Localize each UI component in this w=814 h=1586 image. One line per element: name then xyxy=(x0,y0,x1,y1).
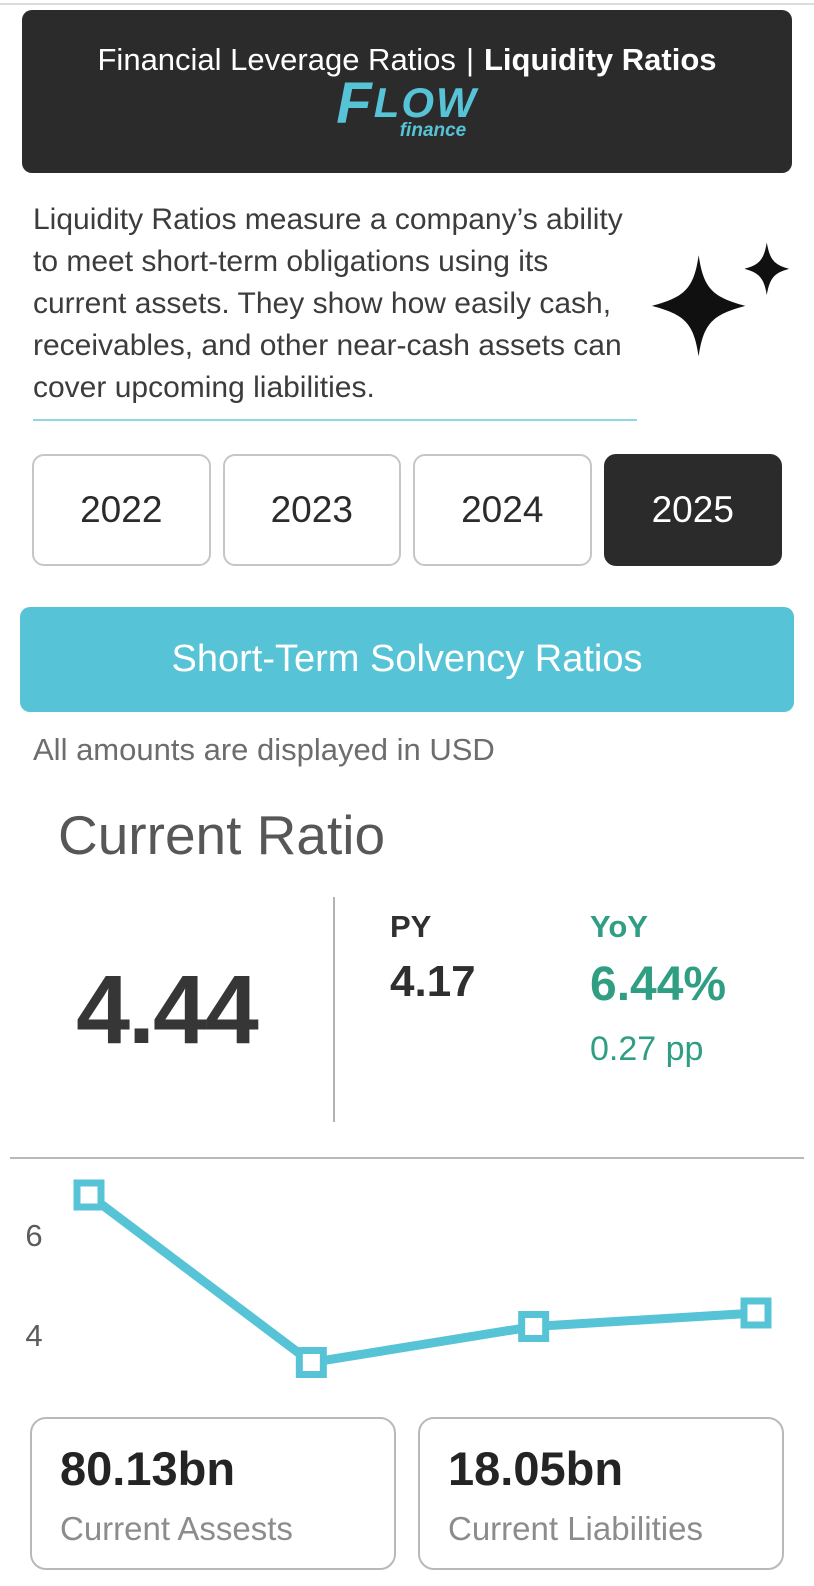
current-ratio-trend-chart: 64 xyxy=(25,1179,772,1378)
y-axis-tick-6: 6 xyxy=(25,1218,42,1253)
year-button-2025[interactable]: 2025 xyxy=(603,454,782,566)
page-title-left: Financial Leverage Ratios xyxy=(97,41,456,77)
kpi-current-value-area: 4.44 xyxy=(0,897,333,1122)
sparkles-icon xyxy=(651,242,790,357)
description-section: Liquidity Ratios measure a company’s abi… xyxy=(0,173,814,421)
page-title-right: Liquidity Ratios xyxy=(484,41,717,77)
short-term-solvency-button[interactable]: Short-Term Solvency Ratios xyxy=(20,607,794,712)
data-point-marker-2025 xyxy=(740,1297,772,1329)
py-label: PY xyxy=(390,909,432,944)
page-top-divider xyxy=(0,3,814,5)
page-title: Financial Leverage Ratios | Liquidity Rati… xyxy=(98,42,717,78)
current-ratio-value: 4.44 xyxy=(76,954,259,1064)
current-liabilities-label: Current Liabilities xyxy=(448,1510,703,1547)
current-liabilities-value: 18.05bn xyxy=(448,1442,624,1495)
yoy-label: YoY xyxy=(590,909,648,944)
logo-initial: F xyxy=(336,70,374,136)
kpi-comparison-area: PY 4.17 YoY 6.44% 0.27 pp xyxy=(333,897,726,1122)
logo-rest: LOW xyxy=(373,78,478,126)
page-title-separator: | xyxy=(465,41,474,77)
report-header: Financial Leverage Ratios | Liquidity Rati… xyxy=(22,10,792,173)
currency-note: All amounts are displayed in USD xyxy=(33,732,495,767)
current-assets-label: Current Assests xyxy=(60,1510,293,1547)
kpi-block: 4.44 PY 4.17 YoY 6.44% 0.27 pp xyxy=(0,897,814,1122)
liquidity-description: Liquidity Ratios measure a company’s abi… xyxy=(33,199,637,421)
year-selector: 2022 2023 2024 2025 xyxy=(32,454,782,566)
yoy-column: YoY 6.44% 0.27 pp xyxy=(590,909,726,1122)
logo-wordmark: FLOW xyxy=(336,74,478,132)
metric-title: Current Ratio xyxy=(58,804,386,866)
data-point-marker-2023 xyxy=(295,1347,327,1378)
year-button-2024[interactable]: 2024 xyxy=(413,454,592,566)
py-column: PY 4.17 xyxy=(390,909,535,1122)
y-axis-tick-4: 4 xyxy=(25,1318,42,1353)
data-point-marker-2024 xyxy=(518,1311,550,1342)
current-assets-value: 80.13bn xyxy=(60,1442,236,1495)
data-point-marker-2022 xyxy=(73,1179,105,1211)
current-liabilities-card: 18.05bn Current Liabilities xyxy=(418,1417,784,1570)
trend-line xyxy=(86,1191,757,1368)
year-button-2023[interactable]: 2023 xyxy=(222,454,401,566)
current-assets-card: 80.13bn Current Assests xyxy=(30,1417,396,1570)
logo-tagline: finance xyxy=(399,119,467,141)
stat-cards-row: 80.13bn Current Assests 18.05bn Current … xyxy=(30,1417,784,1570)
flow-finance-logo: FLOW finance xyxy=(336,74,478,142)
yoy-value: 6.44% xyxy=(590,958,727,1011)
year-button-2022[interactable]: 2022 xyxy=(32,454,211,566)
chart-top-divider xyxy=(10,1157,804,1159)
py-value: 4.17 xyxy=(390,957,476,1006)
yoy-delta-pp: 0.27 pp xyxy=(590,1030,704,1068)
